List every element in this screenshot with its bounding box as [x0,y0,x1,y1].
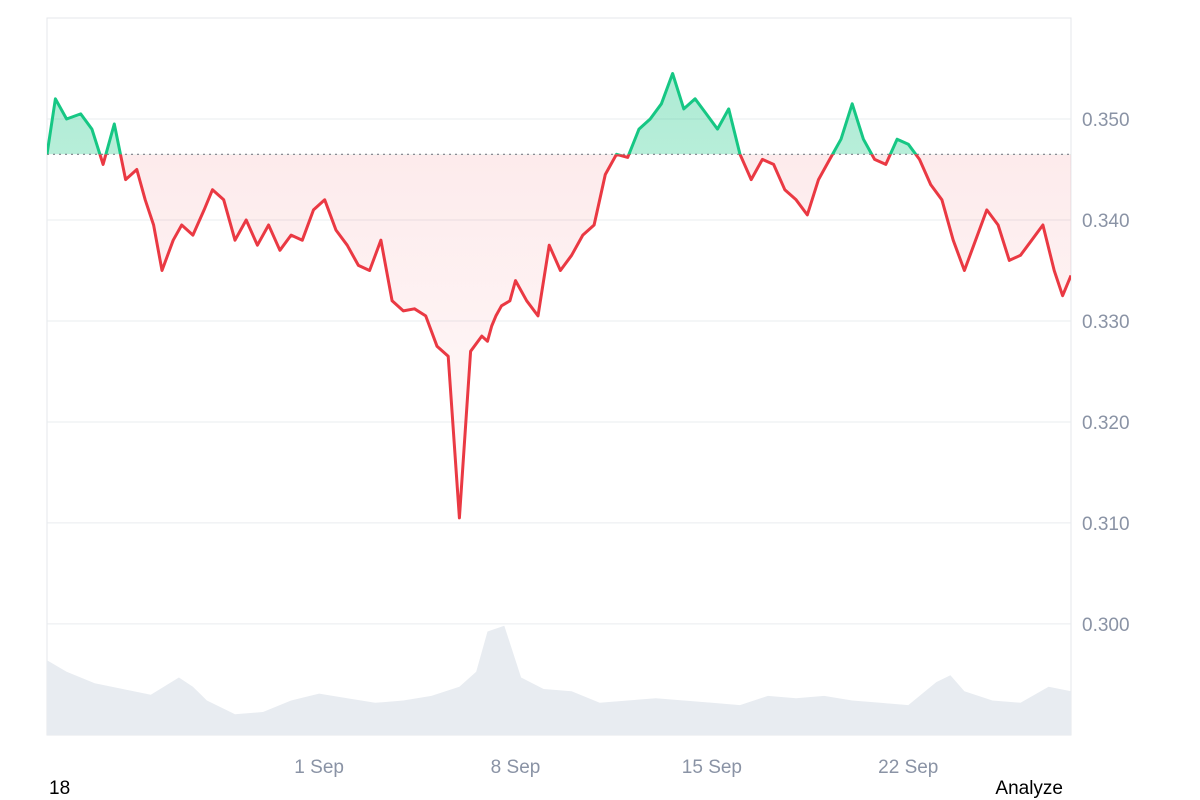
y-axis: 0.300 0.310 0.320 0.330 0.340 0.350 [1082,110,1130,636]
volume-area [47,625,1071,735]
y-tick-label: 0.330 [1082,312,1130,333]
x-tick-label: 1 Sep [294,757,344,778]
plot-frame [46,17,1072,736]
price-line-above-baseline[interactable] [47,72,1071,518]
x-tick-label: 8 Sep [491,757,541,778]
y-tick-label: 0.350 [1082,110,1130,131]
area-fill-below-baseline [99,154,1071,518]
area-fill-above-baseline [47,73,1071,155]
price-line-below-baseline[interactable] [47,74,1071,520]
x-tick-label: 22 Sep [878,757,938,778]
x-tick-label: 15 Sep [682,757,742,778]
y-tick-label: 0.300 [1082,615,1130,636]
footer-left-label: 18 [49,778,71,799]
y-tick-label: 0.310 [1082,514,1130,535]
analyze-button[interactable]: Analyze [995,778,1063,799]
y-tick-label: 0.340 [1082,211,1130,232]
x-axis: 1 Sep 8 Sep 15 Sep 22 Sep [294,757,938,778]
y-tick-label: 0.320 [1082,413,1130,434]
